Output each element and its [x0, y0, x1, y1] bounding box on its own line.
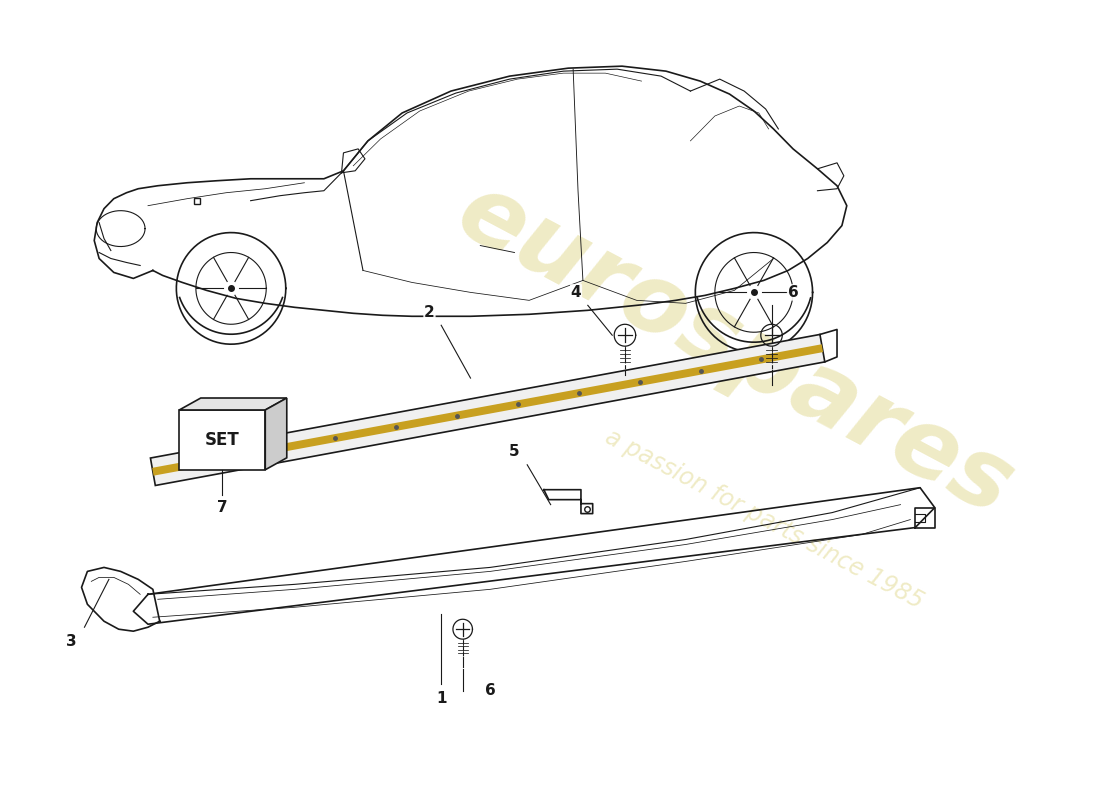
Polygon shape — [265, 398, 287, 470]
Text: a passion for parts since 1985: a passion for parts since 1985 — [601, 426, 927, 614]
Text: SET: SET — [205, 431, 240, 449]
Text: 5: 5 — [509, 444, 520, 459]
Polygon shape — [151, 334, 825, 486]
Polygon shape — [179, 410, 265, 470]
Text: 6: 6 — [485, 683, 495, 698]
Text: 6: 6 — [788, 285, 799, 300]
Text: 7: 7 — [217, 500, 228, 515]
Text: 2: 2 — [425, 305, 435, 320]
Text: eurospares: eurospares — [441, 165, 1027, 536]
Polygon shape — [179, 398, 287, 410]
Text: 1: 1 — [436, 691, 447, 706]
Text: 4: 4 — [571, 285, 582, 300]
Polygon shape — [152, 344, 823, 476]
Text: 3: 3 — [66, 634, 77, 649]
